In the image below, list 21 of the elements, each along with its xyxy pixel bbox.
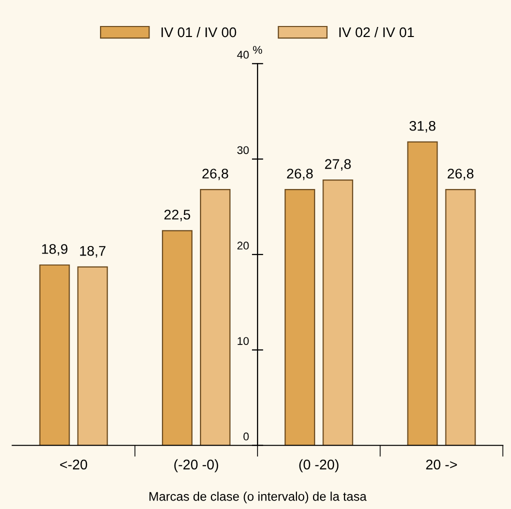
data-label: 26,8: [202, 168, 228, 180]
data-label: 31,8: [410, 120, 436, 132]
x-tick-label: (0 -20): [299, 459, 338, 472]
y-tick-label: 0: [243, 432, 249, 440]
data-label: 22,5: [164, 210, 190, 222]
data-label: 26,8: [448, 168, 474, 180]
x-tick-label: (-20 -0): [174, 459, 218, 472]
y-tick-label: 20: [237, 242, 249, 250]
y-tick-label: 30: [237, 146, 249, 154]
x-tick-label: 20 ->: [426, 460, 457, 470]
y-tick-label: 10: [238, 337, 249, 345]
data-label: 18,9: [42, 244, 68, 256]
legend-label: IV 01 / IV 00: [162, 26, 236, 38]
y-axis-title: %: [253, 46, 262, 54]
x-tick-label: <-20: [60, 460, 88, 470]
legend-label: IV 02 / IV 01: [339, 26, 414, 38]
y-tick-label: 40: [237, 50, 249, 59]
data-label: 26,8: [287, 168, 313, 180]
data-label: 27,8: [325, 159, 351, 171]
data-label: 18,7: [80, 246, 106, 258]
x-axis-title: Marcas de clase (o intervalo) de la tasa: [150, 492, 367, 504]
